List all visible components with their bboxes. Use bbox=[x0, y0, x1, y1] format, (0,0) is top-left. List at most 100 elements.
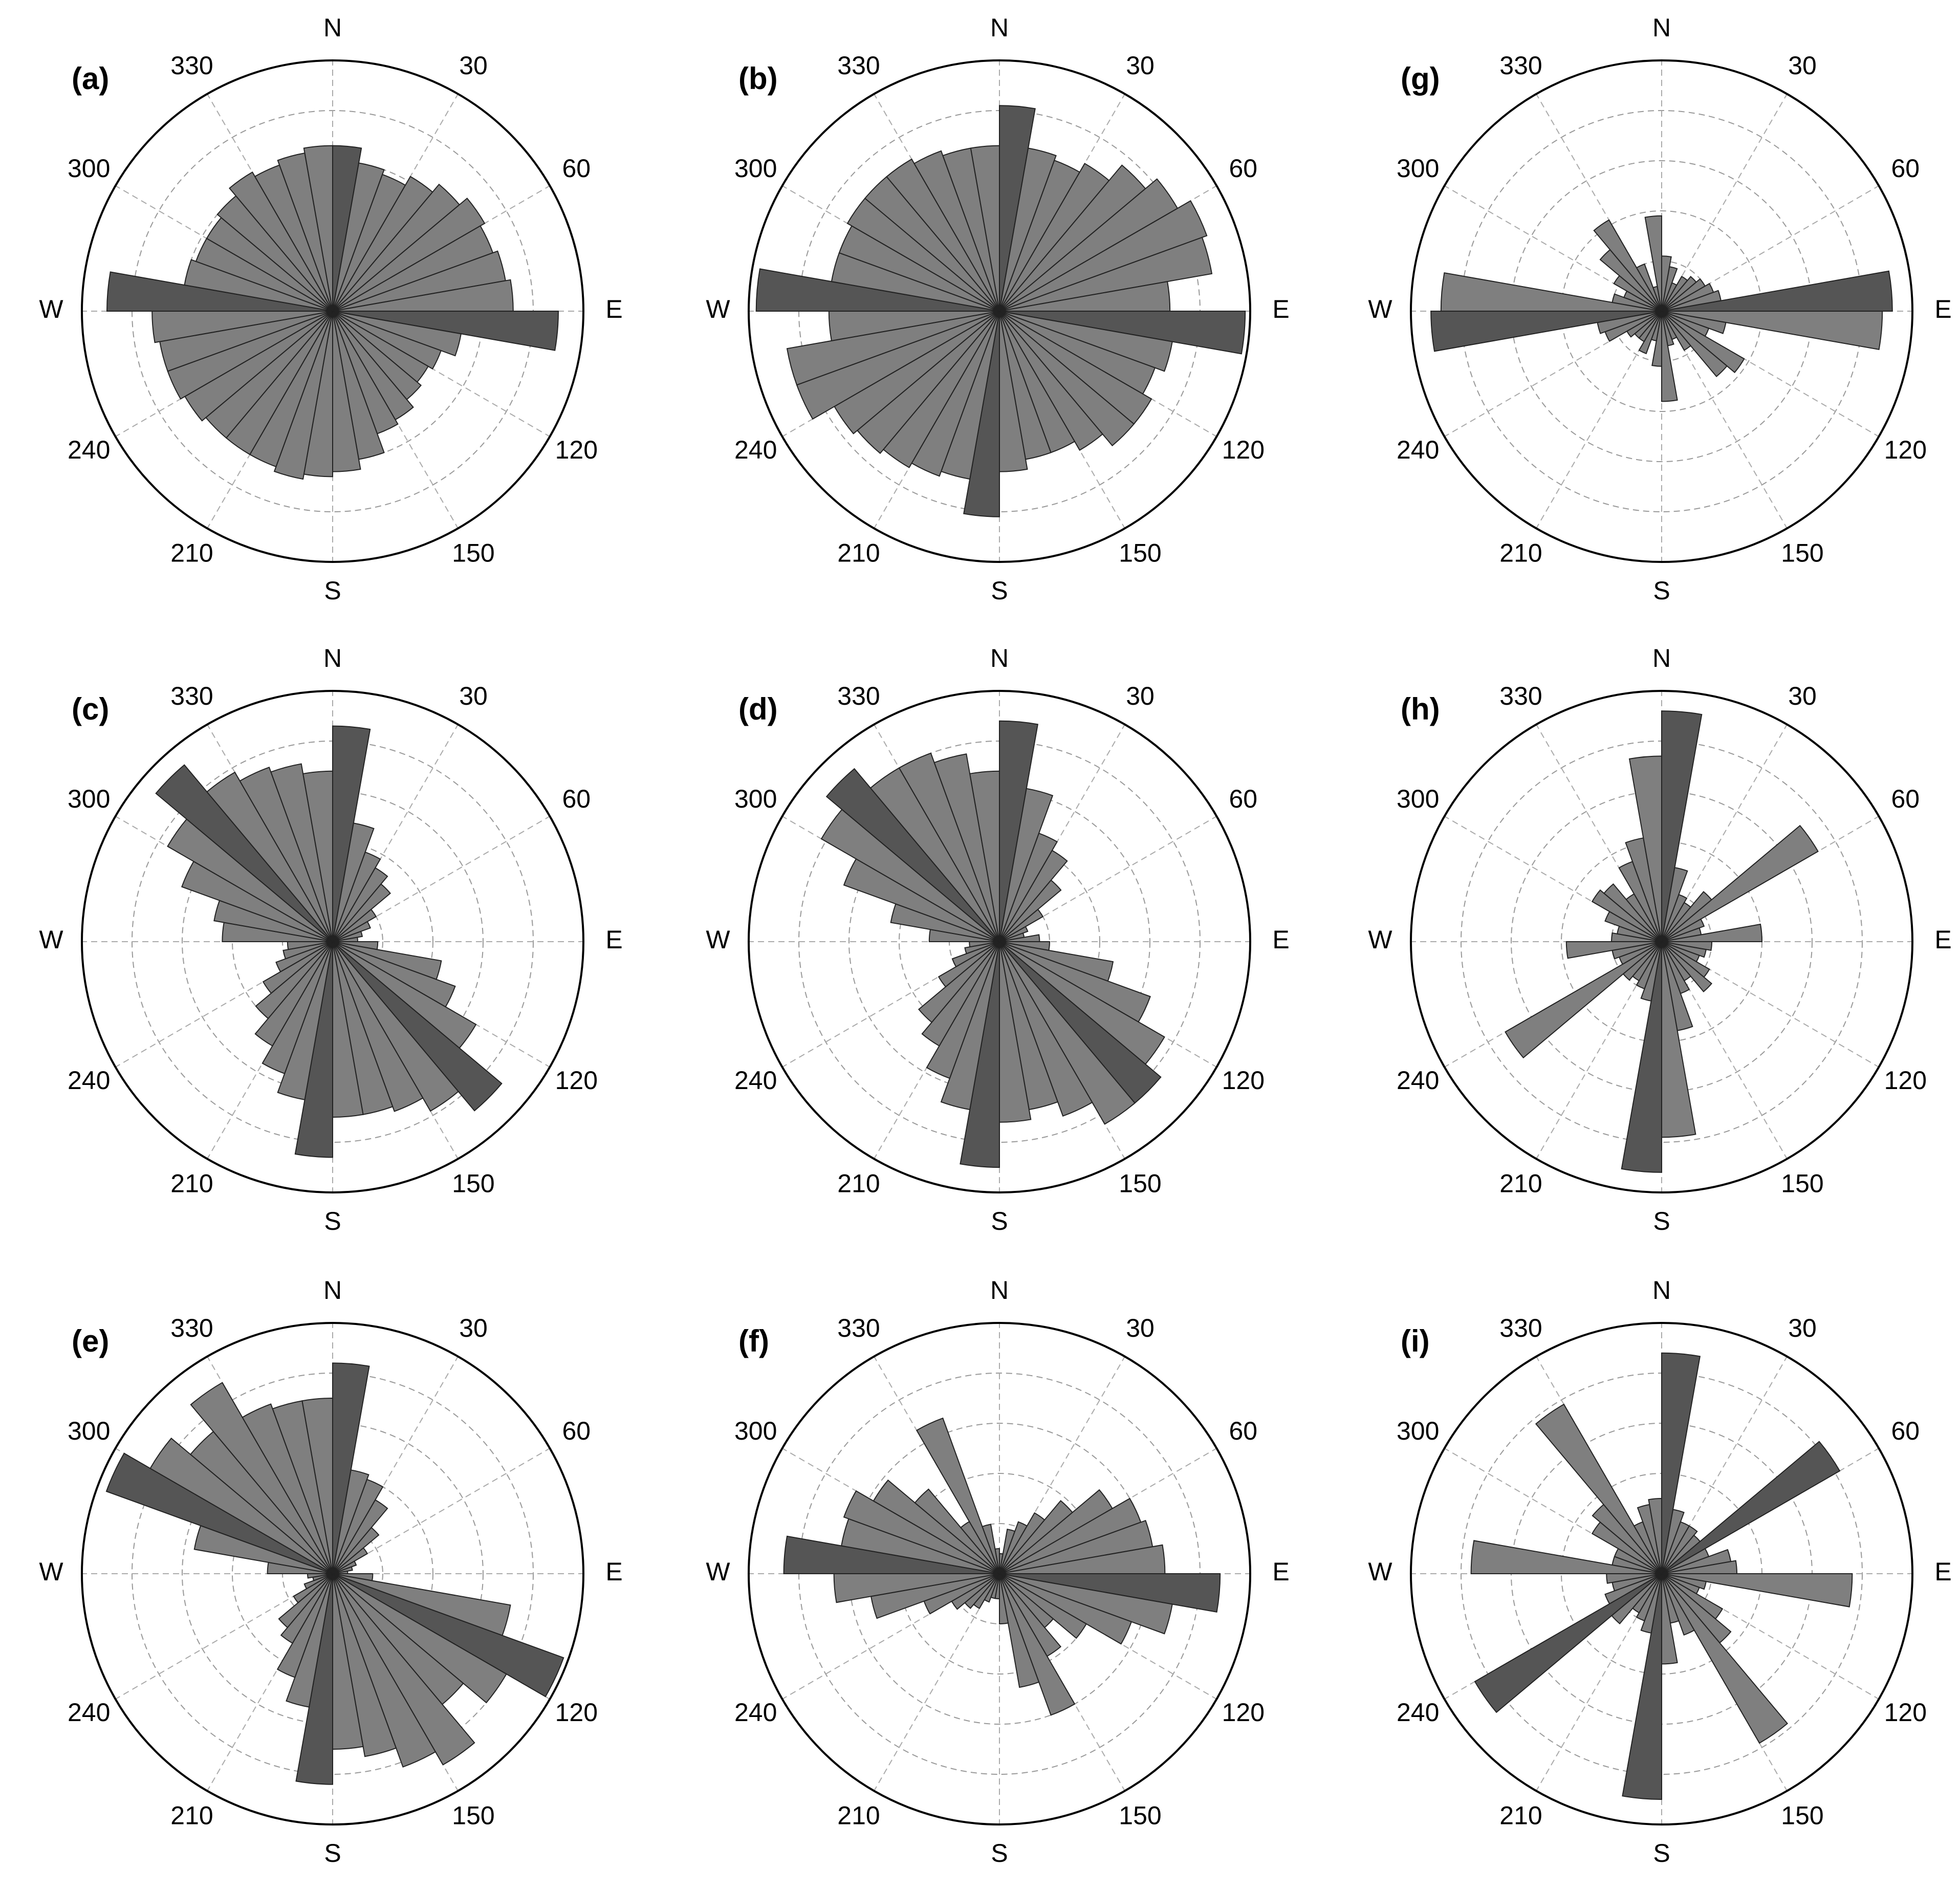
angle-label: 150 bbox=[1781, 539, 1823, 568]
rose-bar bbox=[786, 311, 1000, 386]
angle-label: 60 bbox=[1891, 785, 1920, 813]
rose-bar bbox=[332, 851, 381, 942]
rose-bar bbox=[999, 147, 1057, 312]
angle-label: 240 bbox=[1397, 436, 1439, 464]
rose-bar bbox=[332, 162, 385, 312]
rose-bar bbox=[1661, 1573, 1853, 1607]
angle-label: 210 bbox=[170, 1801, 213, 1830]
angle-label: 30 bbox=[1126, 682, 1155, 710]
angle-label: W bbox=[39, 1557, 63, 1586]
angle-label: S bbox=[1653, 1839, 1670, 1867]
angle-label: 300 bbox=[68, 1417, 110, 1445]
angle-label: 120 bbox=[555, 436, 598, 464]
angle-label: 150 bbox=[452, 1169, 494, 1198]
rose-bar bbox=[999, 941, 1136, 1125]
rose-bar bbox=[1661, 1573, 1789, 1744]
angle-label: 300 bbox=[734, 154, 777, 183]
rose-bar bbox=[1535, 1403, 1662, 1574]
rose-bar bbox=[1603, 883, 1662, 942]
rose-bar bbox=[206, 771, 333, 942]
rose-bar bbox=[332, 1527, 380, 1574]
rose-bar bbox=[105, 1452, 333, 1574]
rose-bar bbox=[262, 941, 333, 994]
rose-bar bbox=[184, 259, 333, 312]
angle-label: 300 bbox=[734, 1417, 777, 1445]
rose-bar bbox=[1628, 755, 1662, 942]
angle-label: 150 bbox=[1119, 1801, 1161, 1830]
rose-bar bbox=[332, 883, 391, 942]
rose-bar bbox=[913, 150, 1000, 312]
angle-label: S bbox=[324, 1839, 341, 1867]
rose-chart: N 30 60 E 120 150 S 210 240 W 300 330 (f) bbox=[706, 1276, 1289, 1867]
angle-label: W bbox=[1368, 925, 1392, 954]
rose-chart: N 30 60 E 120 150 S 210 240 W 300 330 (d) bbox=[706, 644, 1289, 1235]
rose-bar bbox=[1565, 941, 1662, 959]
rose-bar bbox=[332, 867, 388, 942]
rose-bar bbox=[262, 941, 333, 1075]
rose-bar bbox=[332, 941, 460, 1112]
rose-bar bbox=[273, 311, 333, 480]
rose-bar bbox=[332, 1479, 384, 1574]
rose-bar bbox=[332, 941, 503, 1112]
rose-bar bbox=[277, 941, 333, 1100]
panel-label: (a) bbox=[72, 61, 109, 96]
angle-label: 150 bbox=[1119, 1169, 1161, 1198]
panel-label: (e) bbox=[72, 1324, 109, 1358]
rose-bar bbox=[149, 1438, 333, 1574]
angle-label: 120 bbox=[1884, 1698, 1927, 1727]
rose-bar bbox=[999, 832, 1058, 942]
rose-bar bbox=[994, 1548, 1000, 1574]
rose-bar bbox=[999, 1573, 1009, 1625]
rose-bar bbox=[332, 1547, 368, 1574]
angle-label: S bbox=[1653, 576, 1670, 605]
angle-label: S bbox=[991, 1207, 1008, 1235]
rose-bar bbox=[1430, 311, 1662, 352]
rose-bar bbox=[229, 171, 333, 312]
angle-label: 120 bbox=[1222, 436, 1265, 464]
angle-label: 210 bbox=[837, 1801, 880, 1830]
rose-bar bbox=[332, 908, 377, 942]
rose-bar bbox=[1440, 272, 1662, 312]
rose-bar bbox=[280, 1573, 333, 1644]
angle-label: 60 bbox=[1891, 154, 1920, 183]
angle-label: 240 bbox=[68, 1698, 110, 1727]
angle-label: S bbox=[324, 1207, 341, 1235]
rose-bar bbox=[940, 941, 1000, 1111]
rose-bar bbox=[282, 941, 333, 960]
rose-bar bbox=[1593, 219, 1662, 312]
angle-label: 120 bbox=[555, 1698, 598, 1727]
rose-bar bbox=[999, 1573, 1040, 1688]
rose-bar bbox=[1661, 918, 1705, 942]
angle-label: 60 bbox=[562, 154, 591, 183]
angle-label: E bbox=[1272, 1557, 1289, 1586]
rose-bar bbox=[332, 930, 363, 942]
angle-label: W bbox=[706, 295, 730, 323]
rose-bar bbox=[999, 1573, 1076, 1716]
angle-label: 210 bbox=[170, 1169, 213, 1198]
rose-bar bbox=[1661, 941, 1712, 992]
rose-chart: N 30 60 E 120 150 S 210 240 W 300 330 (h) bbox=[1368, 644, 1951, 1235]
angle-label: 300 bbox=[68, 785, 110, 813]
rose-bar bbox=[1636, 263, 1662, 312]
angle-label: 330 bbox=[1499, 51, 1542, 80]
outer-ring bbox=[1410, 690, 1913, 1193]
angle-label: 30 bbox=[459, 51, 488, 80]
angle-label: 330 bbox=[170, 51, 213, 80]
rose-bar bbox=[332, 1573, 564, 1698]
rose-bar bbox=[276, 1573, 333, 1678]
angle-label: N bbox=[323, 644, 342, 672]
angle-label: E bbox=[605, 295, 622, 323]
rose-chart: N 30 60 E 120 150 S 210 240 W 300 330 (e) bbox=[39, 1276, 622, 1867]
rose-bar bbox=[303, 145, 333, 312]
rose-bar bbox=[969, 770, 1000, 942]
angle-label: 330 bbox=[170, 1314, 213, 1342]
rose-bar bbox=[999, 788, 1054, 942]
rose-bar bbox=[1661, 311, 1692, 351]
rose-bar bbox=[999, 908, 1044, 942]
panel-label: (f) bbox=[738, 1324, 769, 1358]
rose-bar bbox=[332, 311, 442, 370]
angle-label: 240 bbox=[1397, 1066, 1439, 1095]
angle-label: 210 bbox=[170, 539, 213, 568]
angle-label: 120 bbox=[1884, 436, 1927, 464]
outer-ring bbox=[748, 59, 1251, 563]
